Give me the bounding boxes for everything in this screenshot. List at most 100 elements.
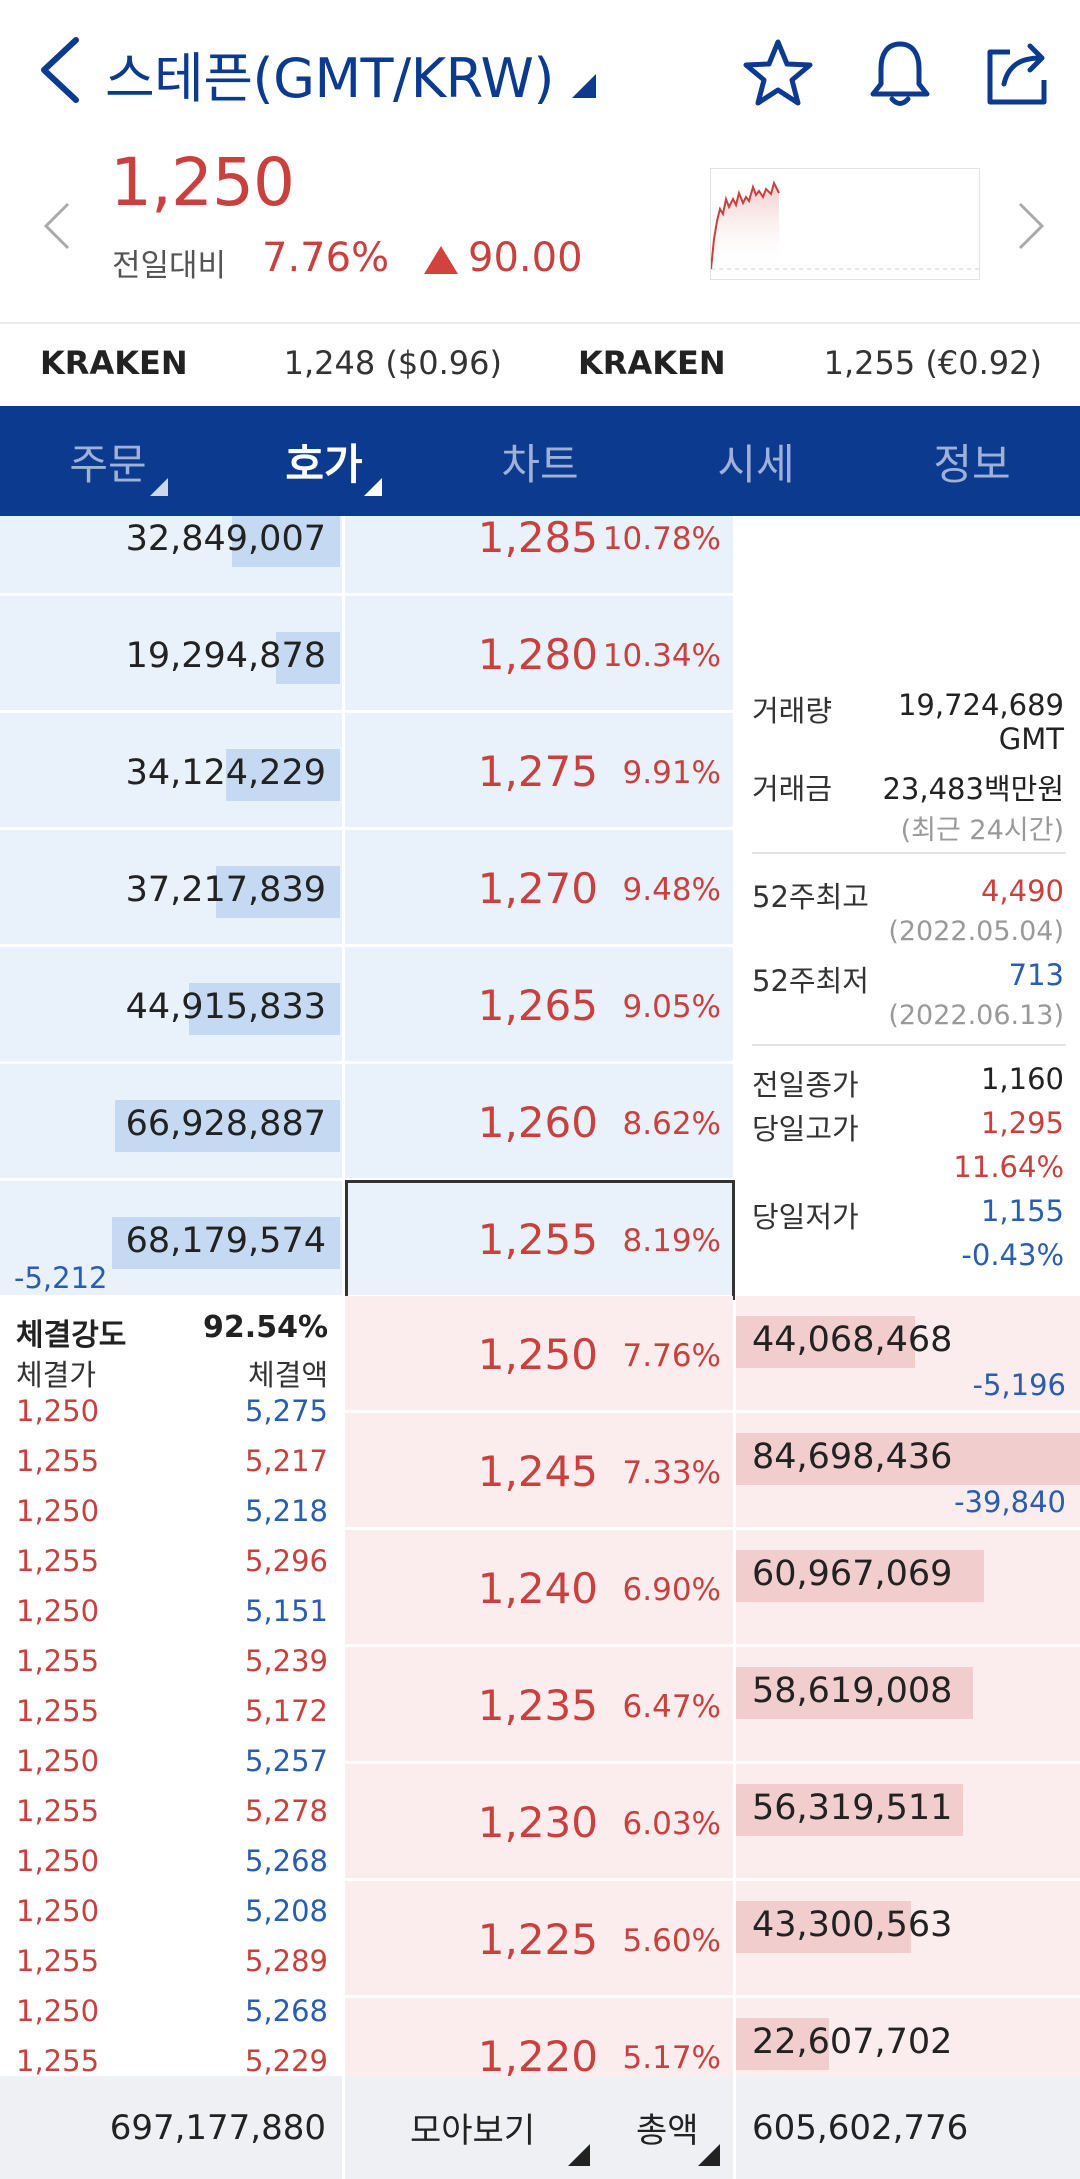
tab-order[interactable]: 주문 — [0, 406, 216, 516]
bid-volume-cell: 60,967,069 — [736, 1530, 1080, 1644]
ask-row[interactable]: 34,124,229 1,275 9.91% — [0, 713, 736, 830]
bid-row[interactable]: 1,245 7.33% 84,698,436 -39,840 — [345, 1413, 1080, 1530]
ask-price-cell: 1,275 9.91% — [345, 713, 733, 827]
change-amount: 90.00 — [468, 235, 583, 281]
ask-row[interactable]: 68,179,574 -5,212 1,255 8.19% — [0, 1181, 736, 1298]
bid-price-cell: 1,225 5.60% — [345, 1881, 733, 1995]
bid-price-cell: 1,235 6.47% — [345, 1647, 733, 1761]
ask-row[interactable]: 32,849,007 1,285 10.78% — [0, 516, 736, 596]
sparkline-icon — [710, 180, 979, 270]
prev-coin-button[interactable] — [38, 196, 78, 256]
bid-volume-cell: 43,300,563 — [736, 1881, 1080, 1995]
trades-panel: 체결강도 92.54% 체결가 체결액 1,250 5,275 1,255 5,217… — [0, 1296, 342, 2076]
ask-row[interactable]: 19,294,878 1,280 10.34% — [0, 596, 736, 713]
alert-button[interactable] — [862, 36, 938, 112]
price-panel: 1,250 전일대비 7.76% 90.00 — [0, 144, 1080, 320]
ask-price: 1,280 — [477, 630, 598, 679]
trade-price: 1,250 — [16, 1594, 100, 1628]
ask-percent: 10.34% — [602, 638, 721, 674]
bid-volume-cell: 58,619,008 — [736, 1647, 1080, 1761]
trade-price: 1,255 — [16, 1444, 100, 1478]
bid-volume-bar — [736, 1433, 1080, 1485]
bid-percent: 6.47% — [622, 1689, 721, 1725]
page-title: 스테픈(GMT/KRW) — [105, 46, 554, 110]
bid-row[interactable]: 1,225 5.60% 43,300,563 — [345, 1881, 1080, 1998]
tab-market[interactable]: 시세 — [648, 406, 864, 516]
tab-bar: 주문 호가 차트 시세 정보 — [0, 406, 1080, 516]
coin-selector[interactable]: 스테픈(GMT/KRW) — [105, 36, 596, 110]
tab-orderbook[interactable]: 호가 — [216, 406, 432, 516]
tab-label: 차트 — [501, 439, 579, 489]
exchange-price: 1,255 (€0.92) — [823, 344, 1042, 382]
bid-price-cell: 1,245 7.33% — [345, 1413, 733, 1527]
back-icon — [41, 37, 79, 103]
bid-row[interactable]: 1,240 6.90% 60,967,069 — [345, 1530, 1080, 1647]
caret-icon — [698, 2144, 720, 2166]
trade-row: 1,250 5,218 — [0, 1494, 342, 1544]
exchange-price: 1,248 ($0.96) — [283, 344, 502, 382]
exchange-name: KRAKEN — [40, 344, 188, 382]
low52-label: 52주최저 — [752, 964, 869, 998]
day-high-label: 당일고가 — [752, 1112, 859, 1146]
trade-row: 1,250 5,151 — [0, 1594, 342, 1644]
volume-value: 19,724,689 — [897, 688, 1064, 722]
favorite-button[interactable] — [740, 36, 816, 112]
high52-value: 4,490 — [980, 874, 1064, 908]
high52-label: 52주최고 — [752, 880, 869, 914]
trade-amount: 5,257 — [244, 1744, 328, 1778]
ask-price: 1,265 — [477, 981, 598, 1030]
ask-price: 1,255 — [477, 1215, 598, 1264]
amount-label: 거래금 — [752, 772, 833, 806]
bid-price: 1,245 — [477, 1447, 598, 1496]
strength-label: 체결강도 — [16, 1318, 127, 1353]
bid-volume-bar — [736, 2018, 829, 2070]
ask-volume-bar — [276, 632, 340, 684]
bid-price-cell: 1,250 7.76% — [345, 1296, 733, 1410]
bid-row[interactable]: 1,230 6.03% 56,319,511 — [345, 1764, 1080, 1881]
bid-row[interactable]: 1,220 5.17% 22,607,702 — [345, 1998, 1080, 2076]
ask-row[interactable]: 44,915,833 1,265 9.05% — [0, 947, 736, 1064]
trade-row: 1,255 5,289 — [0, 1944, 342, 1994]
exchange-name: KRAKEN — [578, 344, 726, 382]
bid-percent: 7.33% — [622, 1455, 721, 1491]
bid-row[interactable]: 1,235 6.47% 58,619,008 — [345, 1647, 1080, 1764]
trade-price: 1,250 — [16, 1844, 100, 1878]
ask-volume: 37,217,839 — [125, 870, 326, 910]
trade-amount: 5,172 — [244, 1694, 328, 1728]
ask-row[interactable]: 66,928,887 1,260 8.62% — [0, 1064, 736, 1181]
chevron-left-icon — [43, 202, 70, 250]
up-triangle-icon — [424, 246, 458, 274]
ask-volume-bar — [216, 866, 340, 918]
ask-volume-cell: 44,915,833 — [0, 947, 342, 1061]
orderbook: 32,849,007 1,285 10.78% 19,294,878 1,280 10.3… — [0, 516, 1080, 2076]
back-button[interactable] — [32, 30, 92, 110]
group-view-button[interactable]: 모아보기 — [410, 2076, 535, 2179]
total-toggle-button[interactable]: 총액 — [636, 2076, 699, 2179]
bid-volume-bar — [736, 1550, 984, 1602]
trade-amount: 5,296 — [244, 1544, 328, 1578]
ask-row[interactable]: 37,217,839 1,270 9.48% — [0, 830, 736, 947]
change-percent: 7.76% — [262, 235, 390, 281]
period-note: (최근 24시간) — [900, 815, 1064, 846]
orderbook-footer: 697,177,880 모아보기 총액 605,602,776 — [0, 2076, 1080, 2179]
share-button[interactable] — [980, 36, 1056, 112]
bid-row[interactable]: 1,250 7.76% 44,068,468 -5,196 — [345, 1296, 1080, 1413]
divider — [733, 2076, 736, 2179]
bid-volume: 84,698,436 — [752, 1437, 953, 1477]
trade-row: 1,250 5,268 — [0, 1844, 342, 1894]
mini-price-chart[interactable] — [710, 168, 980, 280]
tab-caret-icon — [364, 478, 382, 496]
ask-volume-bar — [112, 1217, 340, 1269]
bid-volume-bar — [736, 1784, 963, 1836]
ask-price-cell: 1,270 9.48% — [345, 830, 733, 944]
ask-price-cell: 1,260 8.62% — [345, 1064, 733, 1178]
trade-row: 1,255 5,296 — [0, 1544, 342, 1594]
trade-row: 1,250 5,208 — [0, 1894, 342, 1944]
tab-info[interactable]: 정보 — [864, 406, 1080, 516]
trade-price: 1,255 — [16, 1694, 100, 1728]
next-coin-button[interactable] — [1010, 196, 1050, 256]
volume-label: 거래량 — [752, 694, 833, 728]
prev-close-label: 전일종가 — [752, 1068, 859, 1102]
divider — [752, 852, 1066, 854]
tab-chart[interactable]: 차트 — [432, 406, 648, 516]
